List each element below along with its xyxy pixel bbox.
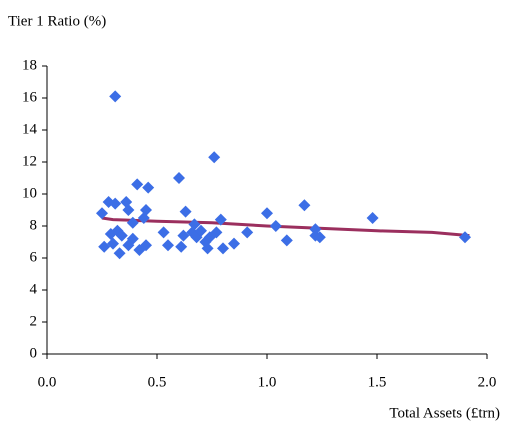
- point: [208, 151, 221, 164]
- y-tick-label: 18: [22, 57, 37, 73]
- point: [131, 178, 144, 191]
- point: [157, 226, 170, 239]
- point: [217, 242, 229, 255]
- point: [115, 229, 128, 242]
- y-tick-label: 2: [30, 313, 38, 329]
- point: [210, 226, 223, 239]
- point: [109, 90, 122, 103]
- point: [298, 199, 311, 212]
- y-tick-label: 6: [30, 249, 38, 265]
- x-tick-label: 0.0: [38, 374, 57, 390]
- point: [177, 229, 190, 242]
- point: [122, 204, 135, 216]
- x-tick-label: 1.0: [258, 374, 277, 390]
- point: [261, 207, 273, 220]
- point: [140, 239, 152, 252]
- point: [280, 234, 293, 247]
- x-tick-label: 0.5: [148, 374, 167, 390]
- x-tick-label: 2.0: [478, 374, 497, 390]
- point: [366, 212, 379, 224]
- point: [173, 172, 185, 184]
- point: [113, 247, 126, 260]
- point: [107, 237, 119, 250]
- trend-line: [101, 216, 470, 238]
- point: [126, 232, 139, 245]
- y-tick-label: 10: [22, 185, 37, 201]
- point: [140, 204, 152, 216]
- point: [188, 218, 201, 231]
- y-tick-label: 8: [30, 217, 38, 233]
- y-tick-label: 14: [22, 121, 38, 137]
- point: [142, 181, 155, 194]
- y-tick-label: 12: [22, 153, 37, 169]
- point: [126, 216, 139, 229]
- y-axis-title: Tier 1 Ratio (%): [8, 13, 106, 29]
- x-axis-title: Total Assets (£trn): [389, 405, 500, 421]
- y-tick-label: 0: [30, 345, 38, 361]
- point: [214, 213, 227, 226]
- y-tick-label: 4: [30, 281, 38, 297]
- point: [162, 239, 174, 252]
- point: [241, 226, 254, 239]
- point: [195, 224, 207, 237]
- point: [459, 231, 471, 244]
- point: [96, 207, 108, 220]
- point: [313, 231, 326, 244]
- point: [201, 242, 214, 255]
- point: [309, 223, 322, 236]
- point: [179, 205, 192, 218]
- point: [175, 240, 188, 253]
- point: [228, 237, 240, 250]
- y-tick-label: 16: [22, 89, 38, 105]
- point: [269, 220, 282, 232]
- point: [109, 197, 122, 210]
- x-tick-label: 1.5: [368, 374, 387, 390]
